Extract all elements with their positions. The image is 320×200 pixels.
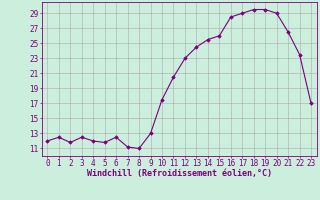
- X-axis label: Windchill (Refroidissement éolien,°C): Windchill (Refroidissement éolien,°C): [87, 169, 272, 178]
